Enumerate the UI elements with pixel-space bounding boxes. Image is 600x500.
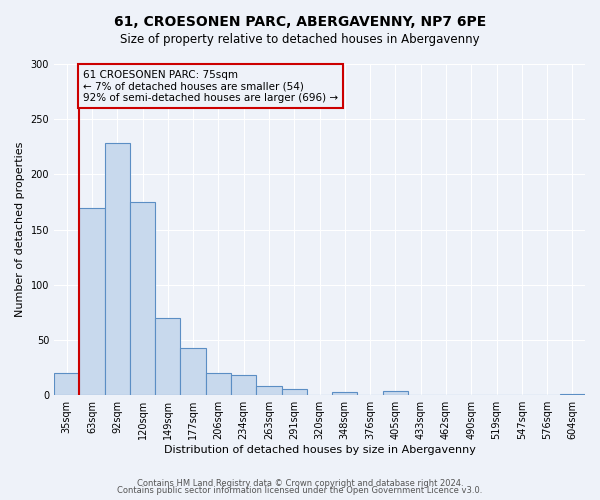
- Bar: [560, 394, 585, 395]
- Bar: [332, 392, 358, 395]
- Bar: [231, 376, 256, 395]
- Bar: [206, 373, 231, 395]
- Text: 61, CROESONEN PARC, ABERGAVENNY, NP7 6PE: 61, CROESONEN PARC, ABERGAVENNY, NP7 6PE: [114, 15, 486, 29]
- Text: 61 CROESONEN PARC: 75sqm
← 7% of detached houses are smaller (54)
92% of semi-de: 61 CROESONEN PARC: 75sqm ← 7% of detache…: [83, 70, 338, 102]
- Bar: [54, 373, 79, 395]
- Y-axis label: Number of detached properties: Number of detached properties: [15, 142, 25, 318]
- Text: Contains public sector information licensed under the Open Government Licence v3: Contains public sector information licen…: [118, 486, 482, 495]
- X-axis label: Distribution of detached houses by size in Abergavenny: Distribution of detached houses by size …: [164, 445, 475, 455]
- Bar: [281, 388, 307, 395]
- Bar: [79, 208, 104, 395]
- Bar: [181, 348, 206, 395]
- Bar: [130, 202, 155, 395]
- Bar: [104, 144, 130, 395]
- Bar: [383, 391, 408, 395]
- Bar: [256, 386, 281, 395]
- Text: Size of property relative to detached houses in Abergavenny: Size of property relative to detached ho…: [120, 32, 480, 46]
- Bar: [155, 318, 181, 395]
- Text: Contains HM Land Registry data © Crown copyright and database right 2024.: Contains HM Land Registry data © Crown c…: [137, 478, 463, 488]
